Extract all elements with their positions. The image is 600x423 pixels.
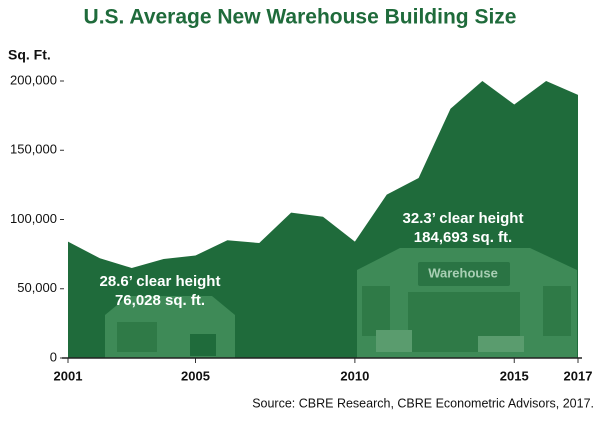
annotation: 76,028 sq. ft. — [115, 292, 205, 309]
warehouse-icons — [105, 248, 577, 358]
source: Source: CBRE Research, CBRE Econometric … — [252, 396, 594, 410]
window — [362, 286, 390, 336]
x-tick-label: 2005 — [181, 368, 210, 383]
y-tick-label: 150,000 — [10, 142, 57, 157]
sign-text: Warehouse — [428, 265, 498, 280]
window — [543, 286, 571, 336]
small-door — [117, 322, 157, 352]
y-tick-label: 0 — [50, 349, 57, 364]
annotation: 32.3’ clear height — [403, 210, 524, 227]
y-tick-label: 200,000 — [10, 72, 57, 87]
x-tick-label: 2017 — [564, 368, 593, 383]
pallet — [376, 330, 412, 352]
chart-title: U.S. Average New Warehouse Building Size — [84, 6, 517, 29]
x-tick-label: 2010 — [340, 368, 369, 383]
annotation: 184,693 sq. ft. — [414, 229, 512, 246]
small-door — [190, 334, 216, 356]
y-tick-label: 50,000 — [17, 280, 57, 295]
x-tick-label: 2015 — [500, 368, 529, 383]
y-axis-label: Sq. Ft. — [8, 47, 51, 63]
sign-board — [418, 262, 510, 286]
y-tick-label: 100,000 — [10, 211, 57, 226]
annotation: 28.6’ clear height — [100, 273, 221, 290]
truck — [478, 336, 524, 352]
x-tick-label: 2001 — [54, 368, 83, 383]
